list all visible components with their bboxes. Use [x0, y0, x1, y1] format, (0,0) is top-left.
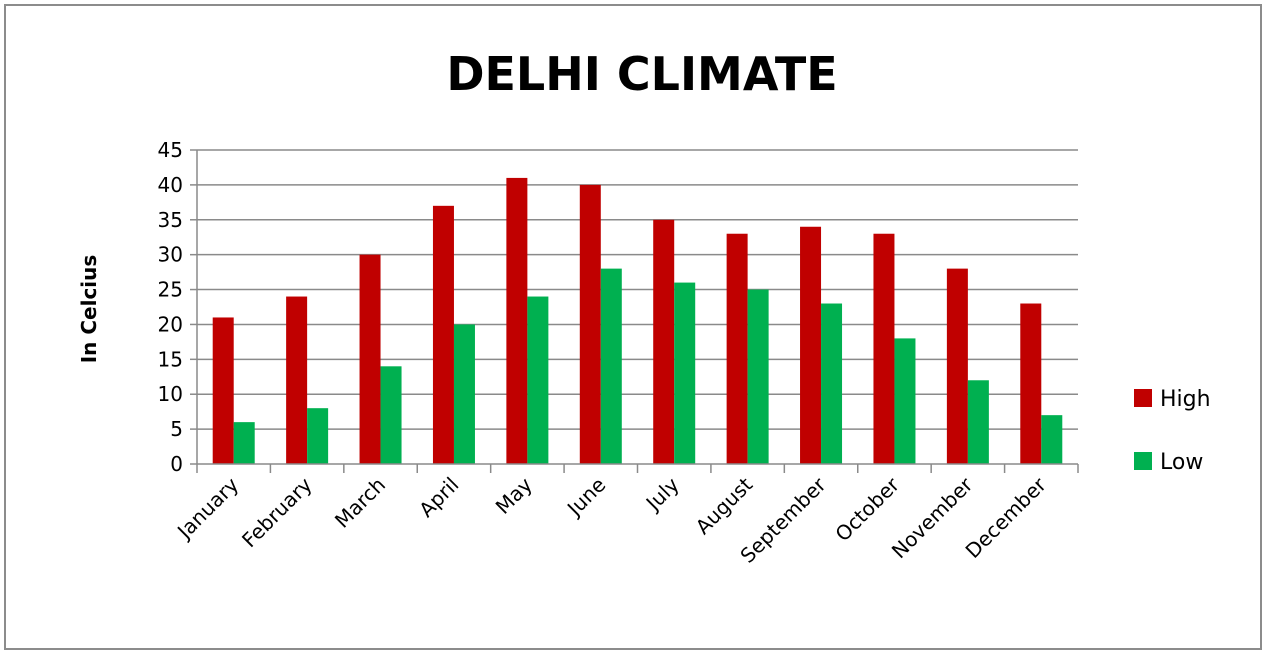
- y-tick-label: 45: [158, 138, 183, 162]
- bar-low-march: [380, 366, 402, 464]
- bar-high-october: [873, 233, 895, 464]
- bar-high-may: [506, 177, 528, 464]
- y-tick-label: 20: [158, 312, 183, 336]
- bar-low-december: [1041, 415, 1063, 464]
- bar-low-january: [233, 422, 255, 464]
- x-tick-label: January: [171, 472, 243, 544]
- bar-high-march: [359, 254, 381, 464]
- bar-low-september: [821, 303, 843, 464]
- legend-swatch-low: [1134, 452, 1152, 470]
- legend: High Low: [1134, 387, 1211, 475]
- x-tick-label: December: [961, 472, 1052, 563]
- bar-low-october: [894, 338, 916, 464]
- bar-high-september: [800, 226, 822, 464]
- bar-high-december: [1020, 303, 1042, 464]
- x-tick-label: October: [830, 472, 904, 546]
- bar-high-june: [579, 184, 601, 464]
- y-tick-label: 40: [158, 173, 183, 197]
- x-tick-label: August: [691, 472, 758, 539]
- x-tick-label: June: [561, 473, 610, 522]
- bar-low-august: [747, 289, 769, 464]
- y-tick-label: 0: [170, 452, 183, 476]
- y-tick-label: 35: [158, 208, 183, 232]
- y-axis-label: In Celcius: [77, 255, 101, 364]
- bar-high-august: [726, 233, 748, 464]
- bar-high-february: [286, 296, 308, 464]
- gridlines: [197, 149, 1078, 430]
- bar-low-june: [600, 268, 622, 464]
- y-tick-label: 15: [158, 347, 183, 371]
- bar-high-july: [653, 219, 675, 464]
- x-tick-label: July: [640, 472, 684, 516]
- legend-swatch-high: [1134, 389, 1152, 407]
- bar-low-july: [674, 282, 696, 464]
- x-tick-label: April: [414, 473, 463, 522]
- y-tick-label: 5: [170, 417, 183, 441]
- bar-low-april: [453, 324, 475, 464]
- y-tick-label: 10: [158, 382, 183, 406]
- bar-low-february: [307, 408, 329, 464]
- y-axis-ticks: 0 5 10 15 20 25 30 35 40 45: [158, 138, 197, 476]
- bar-high-april: [432, 205, 454, 465]
- legend-label-low: Low: [1160, 450, 1203, 475]
- bars: [212, 177, 1063, 465]
- bar-low-november: [967, 380, 989, 464]
- axes: [196, 150, 1078, 465]
- y-tick-label: 25: [158, 278, 183, 302]
- y-tick-label: 30: [158, 243, 183, 267]
- x-tick-label: May: [491, 472, 537, 518]
- bar-high-november: [946, 268, 968, 464]
- x-tick-label: February: [237, 472, 317, 552]
- bar-high-january: [212, 317, 234, 464]
- x-tick-label: March: [330, 473, 390, 533]
- chart-title: DELHI CLIMATE: [446, 47, 837, 101]
- bar-low-may: [527, 296, 549, 464]
- legend-label-high: High: [1160, 387, 1211, 412]
